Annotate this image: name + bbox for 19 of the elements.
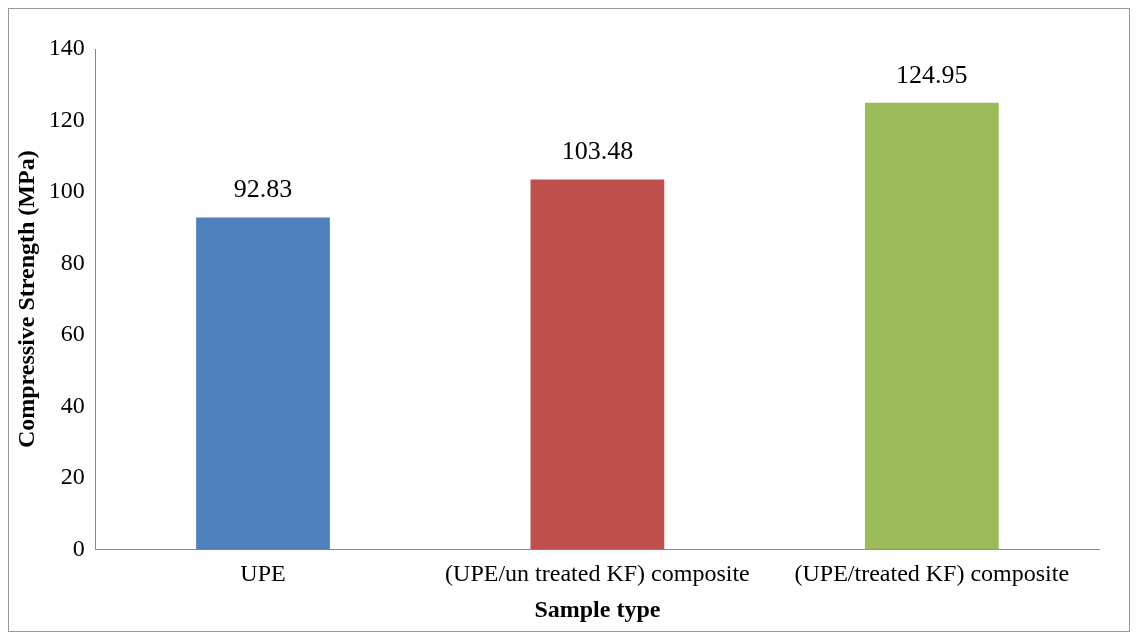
- x-tick-label: (UPE/un treated KF) composite: [445, 560, 750, 587]
- x-axis-title: Sample type: [534, 595, 661, 622]
- data-label: 92.83: [233, 174, 293, 204]
- bar: [864, 102, 999, 550]
- data-label: 124.95: [896, 59, 968, 89]
- bar: [530, 179, 665, 550]
- y-tick-label: 40: [60, 391, 85, 418]
- data-label: 103.48: [561, 136, 634, 166]
- y-tick-label: 140: [48, 34, 85, 61]
- y-tick-label: 120: [48, 105, 85, 132]
- bar: [196, 217, 330, 550]
- y-tick-label: 100: [48, 177, 85, 204]
- x-tick-label: (UPE/treated KF) composite: [794, 560, 1070, 587]
- x-tick-label: UPE: [240, 560, 286, 587]
- y-tick-label: 60: [60, 320, 85, 347]
- y-tick-label: 80: [60, 248, 85, 275]
- y-tick-label: 0: [72, 534, 85, 561]
- y-axis-title: Compressive Strength (MPa): [12, 150, 39, 449]
- y-tick-label: 20: [60, 463, 85, 490]
